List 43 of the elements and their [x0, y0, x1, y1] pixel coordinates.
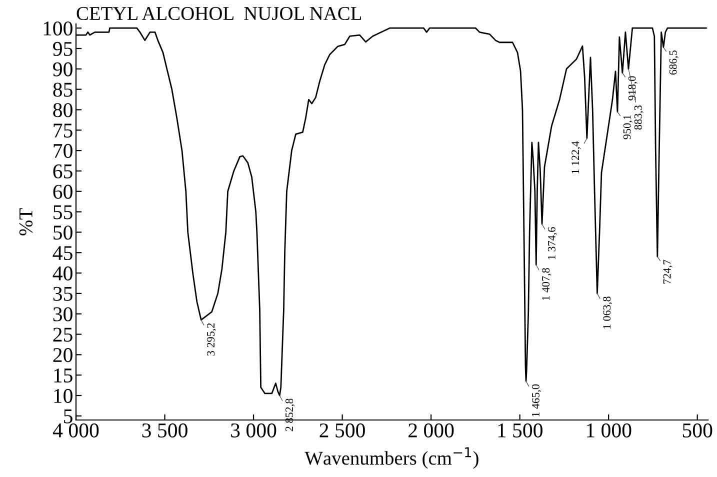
- y-tick-label: 100: [44, 21, 72, 36]
- x-tick-label: 3 000: [231, 423, 276, 438]
- x-tick-label: 500: [682, 423, 712, 438]
- annotation: 1 465,0: [532, 384, 542, 416]
- y-tick-label: 60: [53, 184, 72, 199]
- annotation: 1 407,8: [542, 268, 552, 300]
- annotation: 950,1: [623, 115, 632, 140]
- annotation: 883,3: [634, 105, 644, 130]
- y-tick-label: 25: [53, 328, 72, 342]
- y-tick-label: 10: [54, 388, 72, 403]
- y-tick-label: 45: [52, 246, 72, 260]
- y-tick-label: 30: [53, 307, 72, 322]
- y-tick-label: 90: [53, 62, 72, 76]
- y-tick-label: 5: [64, 410, 72, 424]
- y-tick-label: 95: [53, 42, 72, 56]
- y-tick-label: 20: [53, 348, 72, 362]
- y-tick-label: 15: [54, 368, 72, 383]
- y-axis-title: %T: [19, 208, 33, 236]
- y-tick-label: 75: [54, 124, 72, 138]
- annotation: 2 852,8: [286, 398, 295, 432]
- y-tick-label: 65: [53, 164, 72, 178]
- annotation: 724,7: [663, 260, 672, 284]
- chart-title: CETYL ALCOHOL NUJOL NACL: [76, 6, 362, 20]
- y-tick-label: 50: [54, 226, 72, 240]
- y-tick-label: 35: [53, 286, 72, 301]
- y-tick-label: 80: [53, 103, 72, 118]
- annotation: 1 122,4: [572, 141, 581, 174]
- x-tick-label: 1 500: [498, 423, 542, 438]
- x-axis-title: Wavenumbers (cm$^{−1}$): [304, 447, 478, 469]
- annotation: 686,5: [669, 50, 678, 75]
- x-tick-label: 1 000: [586, 423, 632, 438]
- x-tick-label: 4 000: [52, 423, 99, 438]
- annotation: 918,0: [628, 76, 638, 100]
- annotation: 3 295,2: [207, 323, 216, 356]
- y-tick-label: 85: [53, 82, 72, 97]
- x-tick-label: 2 000: [408, 423, 454, 438]
- x-tick-label: 2 500: [320, 423, 365, 438]
- y-tick-label: 55: [54, 205, 72, 220]
- y-tick-label: 40: [52, 266, 72, 280]
- annotation: 1 063,8: [603, 296, 612, 329]
- annotation: 1 374,6: [548, 227, 557, 260]
- x-tick-label: 3 500: [142, 423, 188, 438]
- y-tick-label: 70: [54, 144, 72, 158]
